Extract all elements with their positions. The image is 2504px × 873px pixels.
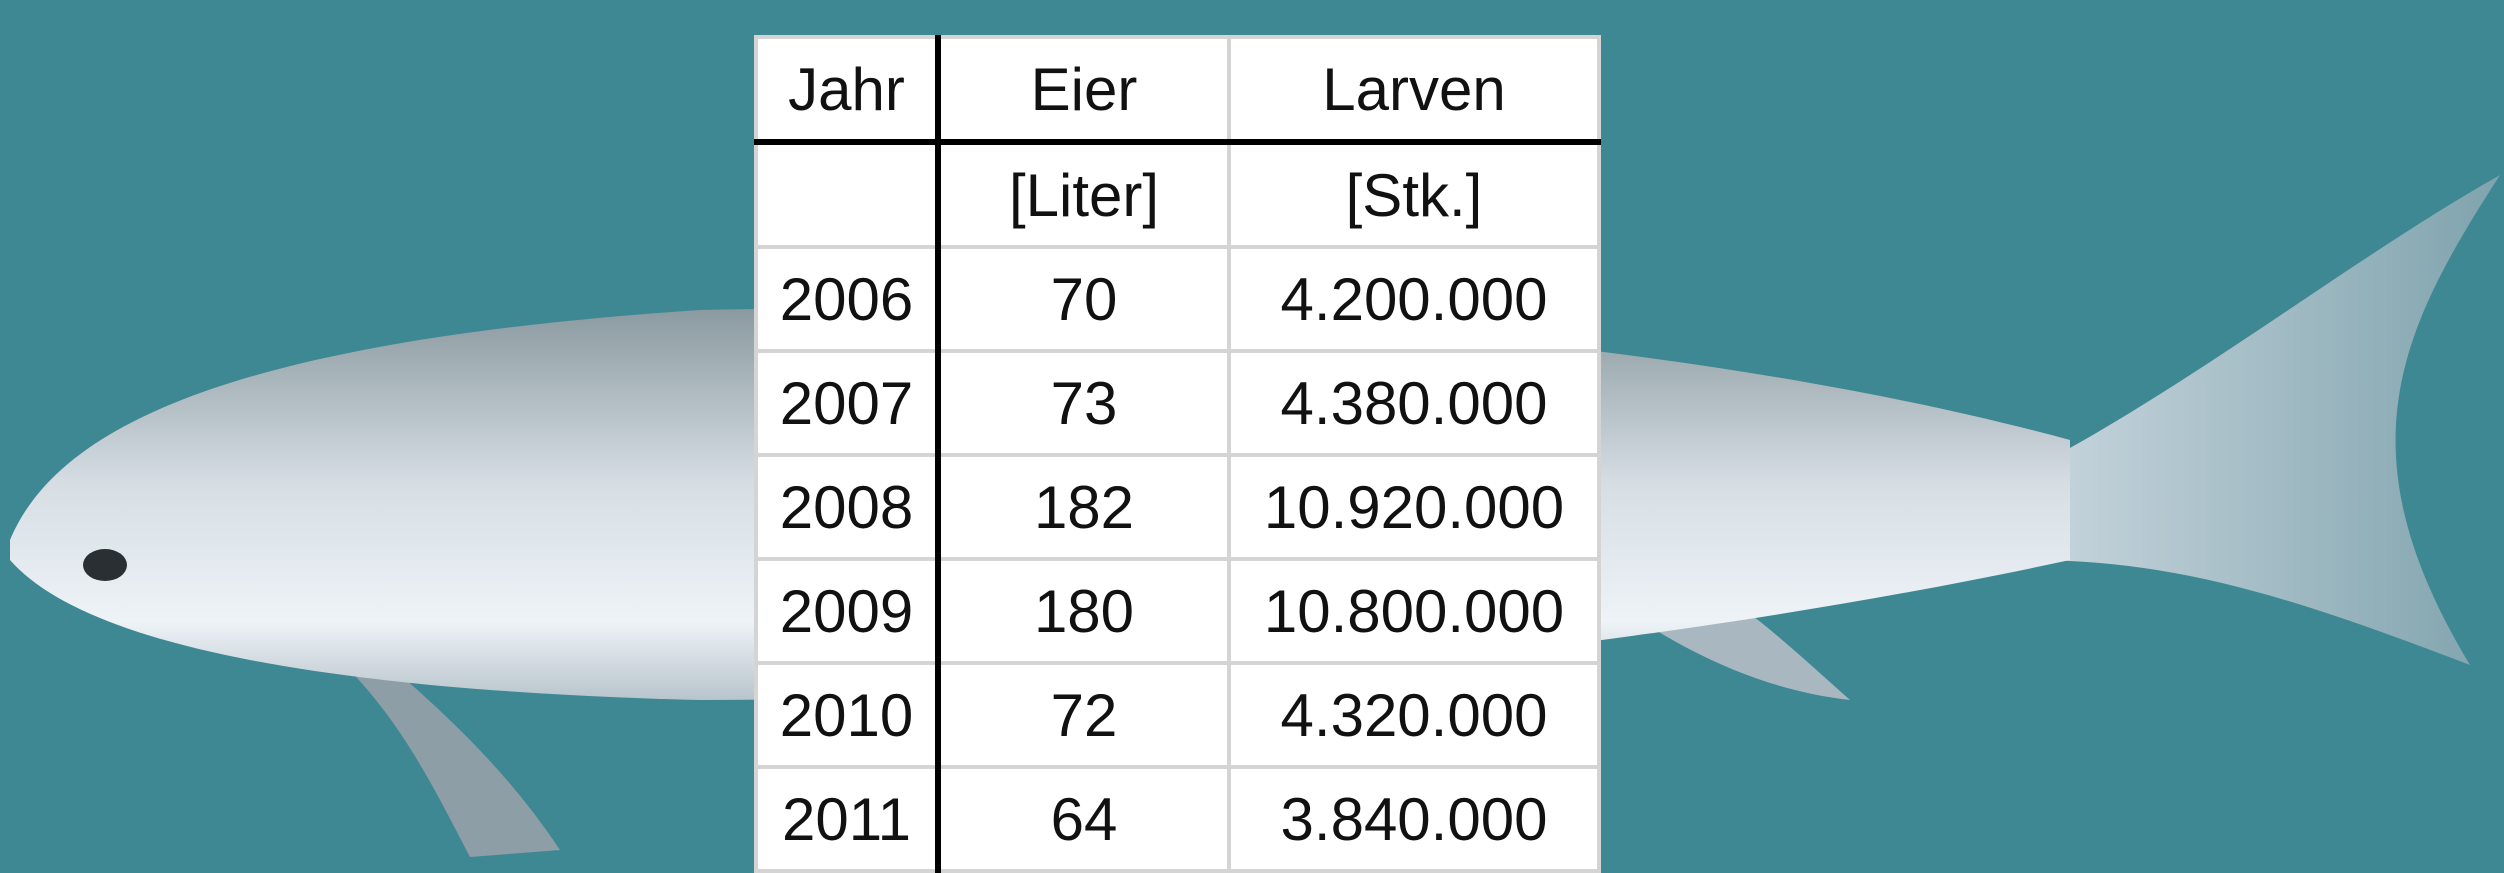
- header-row: Jahr Eier Larven: [756, 37, 1599, 142]
- unit-cell: [Liter]: [938, 142, 1229, 247]
- tail-fin: [2030, 175, 2500, 665]
- empty-cell: [756, 142, 938, 247]
- header-cell: Jahr: [756, 37, 938, 142]
- data-cell: 4.200.000: [1229, 247, 1599, 351]
- data-cell: 73: [938, 351, 1229, 455]
- data-cell: 182: [938, 455, 1229, 559]
- data-cell: 2010: [756, 663, 938, 767]
- data-cell: 72: [938, 663, 1229, 767]
- screenshot: Jahr Eier Larven [Liter] [Stk.] 2006704.…: [0, 0, 2504, 857]
- data-cell: 10.800.000: [1229, 559, 1599, 663]
- unit-cell: [Stk.]: [1229, 142, 1599, 247]
- fish-eye: [83, 549, 127, 581]
- unit-row: [Liter] [Stk.]: [756, 142, 1599, 247]
- data-cell: 2009: [756, 559, 938, 663]
- header-cell: Eier: [938, 37, 1229, 142]
- data-cell: 3.840.000: [1229, 767, 1599, 871]
- data-cell: 2011: [756, 767, 938, 871]
- data-cell: 70: [938, 247, 1229, 351]
- data-cell: 2006: [756, 247, 938, 351]
- data-cell: 2007: [756, 351, 938, 455]
- header-cell: Larven: [1229, 37, 1599, 142]
- data-cell: 64: [938, 767, 1229, 871]
- data-cell: 10.920.000: [1229, 455, 1599, 559]
- data-cell: 4.380.000: [1229, 351, 1599, 455]
- data-cell: 180: [938, 559, 1229, 663]
- data-cell: 4.320.000: [1229, 663, 1599, 767]
- data-cell: 2008: [756, 455, 938, 559]
